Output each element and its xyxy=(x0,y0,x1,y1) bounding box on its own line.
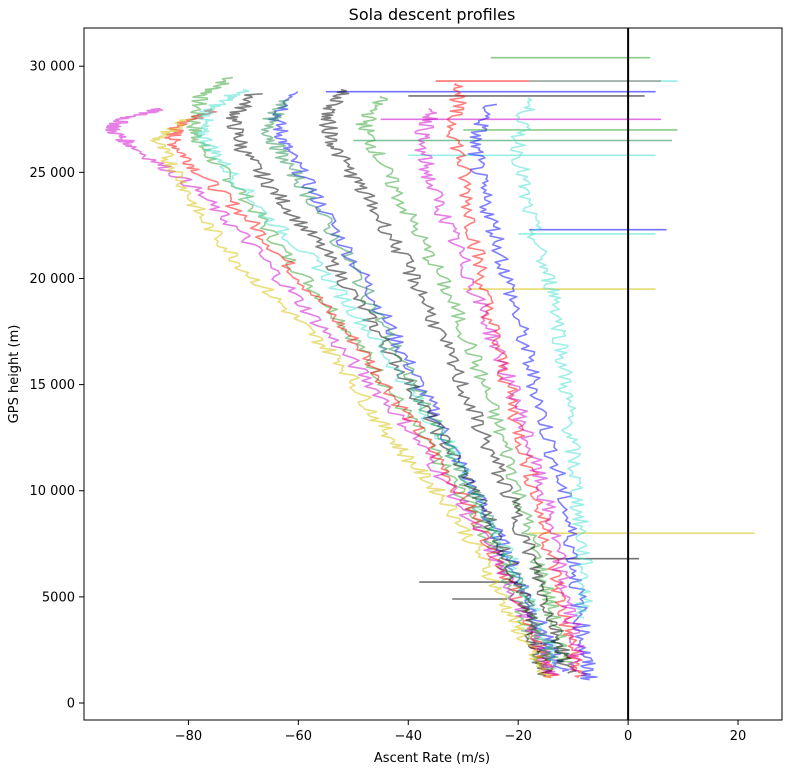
x-tick-label: 20 xyxy=(730,729,747,744)
x-tick-label: −60 xyxy=(285,729,312,744)
descent-series-7 xyxy=(261,99,559,662)
descent-series-8 xyxy=(355,95,575,666)
descent-series-6 xyxy=(150,118,553,679)
series-layer xyxy=(105,56,755,681)
x-axis: −80 −60 −40 −20 0 20 xyxy=(175,720,747,744)
x-tick-label: 0 xyxy=(624,729,632,744)
descent-series-9 xyxy=(446,82,588,679)
y-tick-label: 30 000 xyxy=(30,60,76,75)
descent-series-13 xyxy=(414,107,585,672)
descent-series-11 xyxy=(509,97,594,619)
plot-frame xyxy=(83,27,783,721)
descent-series-12 xyxy=(318,88,577,674)
y-axis-label: GPS height (m) xyxy=(7,325,22,424)
chart-title: Sola descent profiles xyxy=(349,5,516,24)
y-tick-label: 5000 xyxy=(42,590,75,605)
plot-background xyxy=(84,28,782,720)
x-tick-label: −20 xyxy=(504,729,531,744)
descent-series-1 xyxy=(164,108,560,679)
y-tick-label: 20 000 xyxy=(30,272,76,287)
y-axis: 0 5000 10 000 15 000 20 000 25 000 30 000 xyxy=(30,60,84,712)
y-tick-label: 0 xyxy=(67,697,75,712)
y-tick-label: 10 000 xyxy=(30,484,76,499)
descent-series-10 xyxy=(467,103,598,681)
x-tick-label: −80 xyxy=(175,729,202,744)
y-tick-label: 25 000 xyxy=(30,166,76,181)
descent-series-5 xyxy=(105,107,559,677)
y-tick-label: 15 000 xyxy=(30,378,76,393)
x-axis-label: Ascent Rate (m/s) xyxy=(374,751,490,766)
x-tick-label: −40 xyxy=(395,729,422,744)
